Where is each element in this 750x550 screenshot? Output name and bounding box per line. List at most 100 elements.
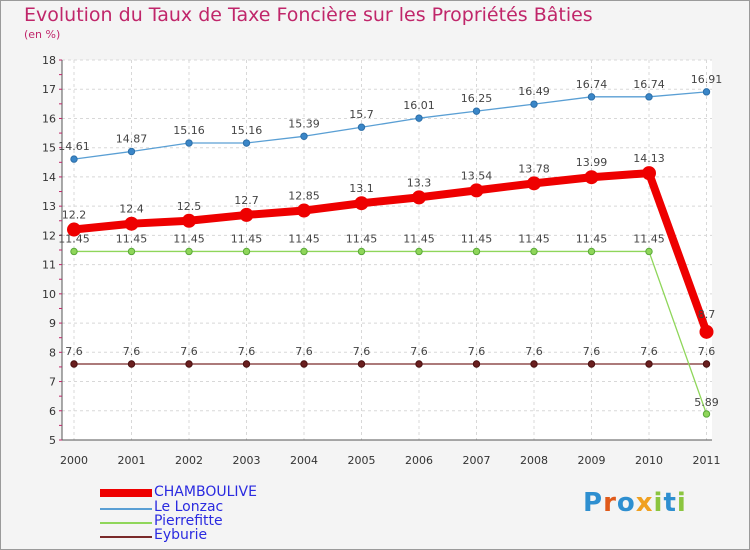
data-label: 12.85 xyxy=(288,190,320,203)
data-point xyxy=(357,247,366,256)
data-label: 13.1 xyxy=(349,182,374,195)
y-tick-label: 6 xyxy=(49,405,56,418)
data-label: 11.45 xyxy=(461,232,493,245)
data-point xyxy=(70,247,78,256)
series-line-le-lonzac xyxy=(73,91,708,160)
data-point xyxy=(297,203,311,218)
plot-area xyxy=(62,60,712,440)
data-label: 12.2 xyxy=(62,209,87,222)
data-label: 7.6 xyxy=(698,345,716,358)
data-point xyxy=(702,360,711,368)
data-point xyxy=(642,166,656,181)
x-tick-label: 2003 xyxy=(233,454,261,467)
data-point xyxy=(645,360,653,368)
x-tick-label: 2001 xyxy=(118,454,146,467)
data-point xyxy=(472,360,481,368)
x-tick-label: 2004 xyxy=(290,454,318,467)
data-label: 15.39 xyxy=(288,117,320,130)
data-point xyxy=(702,410,711,418)
data-label: 13.99 xyxy=(576,156,608,169)
logo-letter: P xyxy=(583,488,604,518)
legend-label-le-lonzac: Le Lonzac xyxy=(154,499,224,515)
legend-label-chamboulive: CHAMBOULIVE xyxy=(154,484,257,500)
data-point xyxy=(702,88,711,96)
data-label: 7.6 xyxy=(353,345,371,358)
x-tick-label: 2002 xyxy=(175,454,203,467)
data-label: 7.6 xyxy=(180,345,198,358)
data-label: 14.13 xyxy=(633,152,665,165)
y-tick-label: 9 xyxy=(49,317,56,330)
data-label: 7.6 xyxy=(238,345,256,358)
logo-letter: x xyxy=(635,488,654,518)
data-label: 15.16 xyxy=(231,124,263,137)
data-point xyxy=(469,183,484,198)
legend-swatch-eyburie xyxy=(100,536,152,538)
x-tick-label: 2009 xyxy=(578,454,606,467)
data-point xyxy=(472,247,481,256)
data-label: 7.6 xyxy=(65,345,83,358)
chart-unit-label: (en %) xyxy=(24,28,61,41)
y-tick-label: 13 xyxy=(42,200,56,213)
data-label: 7.6 xyxy=(123,345,141,358)
legend-label-eyburie: Eyburie xyxy=(154,527,208,543)
logo-letter: i xyxy=(653,488,664,518)
data-point xyxy=(300,132,308,140)
data-point xyxy=(127,147,136,156)
x-tick-label: 2006 xyxy=(405,454,433,467)
data-point xyxy=(587,247,596,256)
data-point xyxy=(530,100,538,108)
x-tick-label: 2011 xyxy=(693,454,721,467)
x-tick-label: 2007 xyxy=(463,454,491,467)
x-tick-label: 2008 xyxy=(520,454,548,467)
data-point xyxy=(530,360,538,368)
legend-swatch-pierrefitte xyxy=(100,522,152,524)
data-point xyxy=(239,207,254,222)
data-label: 14.61 xyxy=(58,140,90,153)
data-point xyxy=(70,360,78,368)
data-label: 11.45 xyxy=(518,232,550,245)
data-point xyxy=(242,139,251,147)
data-label: 11.45 xyxy=(58,232,90,245)
y-tick-label: 7 xyxy=(49,376,56,389)
data-point xyxy=(127,360,136,368)
data-label: 11.45 xyxy=(403,232,435,245)
legend-label-pierrefitte: Pierrefitte xyxy=(154,513,223,529)
logo-letter: i xyxy=(676,488,687,518)
y-tick-label: 16 xyxy=(42,112,56,125)
data-point xyxy=(530,247,538,256)
data-label: 16.74 xyxy=(633,78,665,91)
data-label: 5.89 xyxy=(694,396,719,409)
data-label: 16.91 xyxy=(691,73,723,86)
legend-swatch-chamboulive xyxy=(100,489,152,497)
y-tick-label: 8 xyxy=(49,346,56,359)
data-label: 11.45 xyxy=(116,232,148,245)
data-label: 8.7 xyxy=(698,308,716,321)
data-label: 7.6 xyxy=(583,345,601,358)
data-label: 7.6 xyxy=(410,345,428,358)
data-point xyxy=(645,247,653,256)
data-point xyxy=(185,360,193,368)
logo-letter: t xyxy=(663,488,677,518)
data-point xyxy=(242,247,251,256)
data-label: 11.45 xyxy=(633,232,665,245)
data-label: 7.6 xyxy=(525,345,543,358)
logo-letter: r xyxy=(603,488,617,518)
data-label: 11.45 xyxy=(346,232,378,245)
data-point xyxy=(645,93,653,101)
y-tick-label: 17 xyxy=(42,83,56,96)
data-point xyxy=(185,247,193,256)
data-point xyxy=(472,107,481,115)
data-point xyxy=(357,360,366,368)
y-tick-label: 15 xyxy=(42,142,56,155)
data-label: 7.6 xyxy=(640,345,658,358)
data-label: 16.74 xyxy=(576,78,608,91)
data-point xyxy=(415,360,423,368)
data-label: 16.01 xyxy=(403,99,435,112)
data-label: 14.87 xyxy=(116,132,148,145)
y-tick-label: 18 xyxy=(42,54,56,67)
legend-swatch-le-lonzac xyxy=(100,508,152,510)
y-tick-label: 5 xyxy=(49,434,56,447)
data-point xyxy=(587,360,596,368)
y-tick-label: 11 xyxy=(42,259,56,272)
data-label: 15.7 xyxy=(349,108,374,121)
